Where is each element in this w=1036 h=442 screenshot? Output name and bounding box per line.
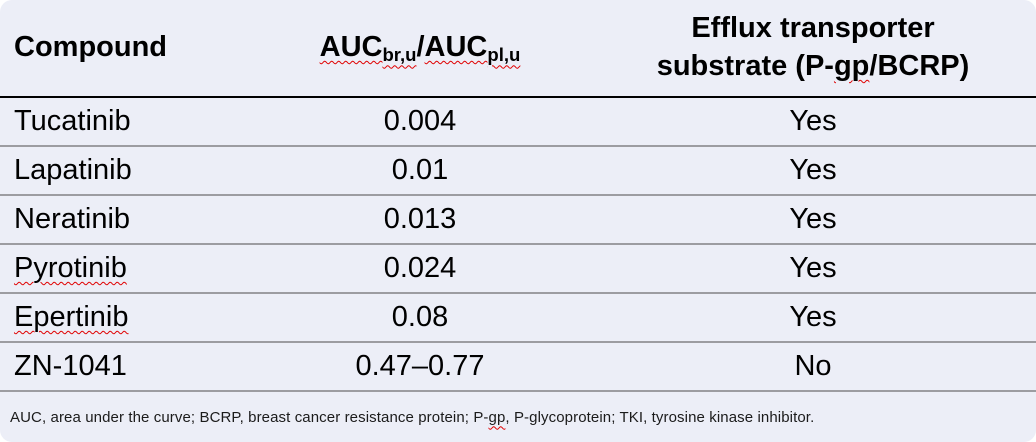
header-row: Compound AUCbr,u/AUCpl,u Efflux transpor… — [0, 0, 1036, 98]
table-row-tucatinib: Tucatinib 0.004 Yes — [0, 97, 1036, 147]
efflux-cell: Yes — [590, 244, 1036, 294]
efflux-header-line1: Efflux transporter — [691, 12, 935, 45]
efflux-header-gp: gp — [833, 50, 870, 82]
efflux-header-line2-post: /BCRP) — [869, 50, 970, 82]
auc-ratio-cell: 0.013 — [250, 195, 590, 245]
compound-label: Pyrotinib — [14, 252, 127, 284]
table-row-zn1041: ZN-1041 0.47–0.77 No — [0, 342, 1036, 392]
header-auc-ratio: AUCbr,u/AUCpl,u — [250, 0, 590, 98]
auc-ratio-cell: 0.004 — [250, 97, 590, 147]
compound-cell: Lapatinib — [0, 146, 250, 196]
auc-ratio-cell: 0.47–0.77 — [250, 342, 590, 392]
compound-cell: Tucatinib — [0, 97, 250, 147]
auc-slash: / — [416, 31, 425, 64]
compound-cell: Neratinib — [0, 195, 250, 245]
efflux-cell: No — [590, 342, 1036, 392]
footnote-gp: gp — [488, 408, 506, 426]
auc-br-subscript: br,u — [382, 44, 417, 66]
compound-cell: ZN-1041 — [0, 342, 250, 392]
efflux-cell: Yes — [590, 97, 1036, 147]
auc-ratio-cell: 0.08 — [250, 293, 590, 343]
efflux-cell: Yes — [590, 293, 1036, 343]
efflux-header-line2-pre: substrate (P- — [656, 50, 834, 82]
compound-auc-table: Compound AUCbr,u/AUCpl,u Efflux transpor… — [0, 0, 1036, 392]
auc-ratio-cell: 0.024 — [250, 244, 590, 294]
compound-cell: Pyrotinib — [0, 244, 250, 294]
footnote-text-start: AUC, area under the curve; BCRP, breast … — [10, 408, 489, 426]
auc-pl-subscript: pl,u — [487, 44, 521, 66]
compound-cell: Epertinib — [0, 293, 250, 343]
header-efflux: Efflux transporter substrate (P-gp/BCRP) — [590, 0, 1036, 98]
efflux-cell: Yes — [590, 146, 1036, 196]
auc-br-label: AUC — [319, 31, 383, 64]
compound-label: Epertinib — [14, 301, 129, 333]
header-compound: Compound — [0, 0, 250, 98]
footnote: AUC, area under the curve; BCRP, breast … — [0, 392, 1036, 442]
efflux-cell: Yes — [590, 195, 1036, 245]
table-row-neratinib: Neratinib 0.013 Yes — [0, 195, 1036, 245]
table-row-lapatinib: Lapatinib 0.01 Yes — [0, 146, 1036, 196]
auc-ratio-cell: 0.01 — [250, 146, 590, 196]
footnote-text-end: , P-glycoprotein; TKI, tyrosine kinase i… — [505, 408, 815, 426]
table-row-epertinib: Epertinib 0.08 Yes — [0, 293, 1036, 343]
table-row-pyrotinib: Pyrotinib 0.024 Yes — [0, 244, 1036, 294]
auc-pl-label: AUC — [424, 31, 488, 64]
